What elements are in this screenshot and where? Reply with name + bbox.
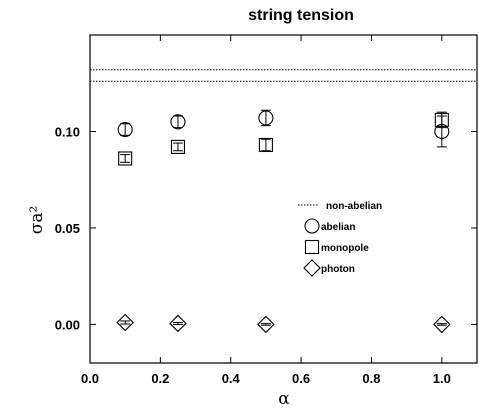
plot-layer <box>90 69 477 334</box>
legend-swatch-photon <box>303 259 321 277</box>
monopole-point <box>170 139 186 154</box>
y-tick-label: 0.05 <box>55 221 80 236</box>
ticks-layer: 0.0 0.2 0.4 0.6 0.8 1.0 0.00 0.05 0.10 <box>55 35 477 386</box>
y-tick-label: 0.00 <box>55 317 80 332</box>
photon-point <box>116 313 134 332</box>
legend-label-monopole: monopole <box>321 243 369 254</box>
x-tick-label: 0.6 <box>292 371 310 386</box>
plot-frame <box>89 34 478 364</box>
y-axis-label: σa² <box>27 206 47 235</box>
photon-point <box>169 314 187 333</box>
photon-marker <box>169 314 187 333</box>
monopole-marker <box>118 151 133 166</box>
photon-marker <box>257 315 275 334</box>
photon-marker <box>433 315 451 334</box>
photon-point <box>433 315 451 334</box>
abelian-point <box>117 121 133 138</box>
legend: non-abelian abelian monopole photon <box>298 201 382 277</box>
monopole-point <box>258 137 273 153</box>
monopole-marker <box>170 139 186 154</box>
legend-label-photon: photon <box>321 264 355 275</box>
x-tick-label: 0.0 <box>81 371 99 386</box>
legend-label-abelian: abelian <box>321 222 355 233</box>
monopole-marker <box>434 112 449 127</box>
photon-point <box>257 315 275 334</box>
monopole-point <box>118 151 133 166</box>
abelian-marker <box>170 114 186 130</box>
x-tick-label: 0.8 <box>362 371 380 386</box>
legend-swatch-abelian <box>304 218 320 234</box>
x-tick-label: 1.0 <box>433 371 451 386</box>
monopole-marker <box>258 137 273 153</box>
monopole-point <box>434 111 449 129</box>
y-tick-label: 0.10 <box>55 124 80 139</box>
x-tick-label: 0.2 <box>151 371 169 386</box>
x-axis-label: α <box>278 389 290 409</box>
chart-title: string tension <box>248 7 354 24</box>
abelian-point <box>258 109 274 127</box>
abelian-point <box>170 114 186 130</box>
abelian-marker <box>258 110 274 126</box>
y-axis-label-group: σa² <box>27 206 47 235</box>
legend-swatch-monopole <box>304 239 320 255</box>
photon-marker <box>116 313 134 332</box>
legend-label-non-abelian: non-abelian <box>326 201 382 212</box>
x-tick-label: 0.4 <box>222 371 241 386</box>
abelian-marker <box>117 121 133 138</box>
